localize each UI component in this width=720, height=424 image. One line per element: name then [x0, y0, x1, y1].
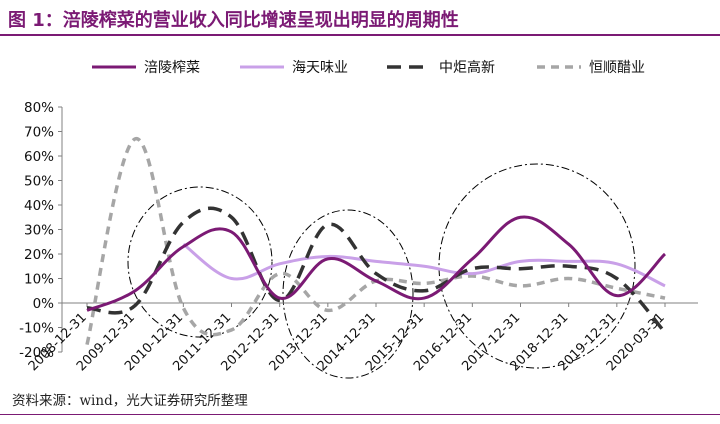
data-point — [375, 260, 378, 263]
data-point — [519, 284, 522, 287]
data-point — [664, 253, 667, 256]
y-tick-label: 80% — [24, 100, 54, 116]
data-point — [471, 267, 474, 270]
data-point — [567, 243, 570, 246]
title-divider — [0, 34, 720, 36]
data-point — [278, 272, 281, 275]
figure-title-bar: 图 1：涪陵榨菜的营业收入同比增速呈现出明显的周期性 — [0, 0, 720, 34]
data-point — [230, 328, 233, 331]
data-point — [230, 216, 233, 219]
data-point — [182, 306, 185, 309]
data-point — [375, 272, 378, 275]
cycle-circle — [438, 163, 636, 369]
data-point — [182, 221, 185, 224]
data-point — [326, 223, 329, 226]
data-point — [230, 277, 233, 280]
y-tick-label: 60% — [24, 149, 54, 165]
data-point — [615, 287, 618, 290]
data-point — [134, 304, 137, 307]
legend-label: 海天味业 — [292, 60, 348, 76]
data-point — [567, 277, 570, 280]
y-tick-label: 40% — [24, 198, 54, 214]
data-point — [326, 309, 329, 312]
data-point — [278, 262, 281, 265]
cycle-circle — [127, 186, 273, 338]
y-tick-label: 70% — [24, 125, 54, 141]
data-point — [471, 257, 474, 260]
data-point — [326, 257, 329, 260]
data-point — [86, 309, 89, 312]
data-point — [230, 230, 233, 233]
zhongju-series-line — [86, 206, 667, 334]
cycle-circle — [282, 209, 414, 379]
y-tick-label: 10% — [24, 272, 54, 288]
y-tick-label: 50% — [24, 174, 54, 190]
data-point — [567, 260, 570, 263]
data-point — [664, 284, 667, 287]
data-point — [278, 297, 281, 300]
data-point — [423, 282, 426, 285]
chart-axes: 80%70%60%50%40%30%20%10%0%-10%-20%2008-1… — [19, 100, 698, 374]
data-point — [664, 331, 667, 334]
data-point — [423, 289, 426, 292]
data-point — [519, 260, 522, 263]
data-point — [664, 297, 667, 300]
footer-divider — [0, 414, 720, 415]
source-note: 资料来源：wind，光大证券研究所整理 — [12, 393, 248, 409]
fuling-series-line — [86, 215, 667, 312]
cycle-annotations — [127, 163, 636, 379]
y-tick-label: 0% — [33, 296, 55, 312]
legend-label: 恒顺醋业 — [589, 60, 645, 76]
y-tick-label: -20% — [19, 345, 54, 361]
legend-label: 中炬高新 — [439, 59, 495, 76]
data-point — [134, 289, 137, 292]
y-tick-label: 30% — [24, 223, 54, 239]
data-point — [519, 267, 522, 270]
data-point — [519, 216, 522, 219]
data-point — [615, 277, 618, 280]
y-tick-label: 20% — [24, 247, 54, 263]
data-point — [423, 265, 426, 268]
data-point — [423, 297, 426, 300]
chart-legend: 涪陵榨菜 海天味业 中炬高新 恒顺醋业 — [92, 59, 645, 76]
data-point — [471, 272, 474, 275]
data-point — [182, 245, 185, 248]
legend-label: 涪陵榨菜 — [144, 59, 200, 76]
data-point — [567, 265, 570, 268]
data-point — [615, 262, 618, 265]
data-point — [375, 279, 378, 282]
growth-line-chart: 涪陵榨菜 海天味业 中炬高新 恒顺醋业 80% 70% 60% 50% 40% 30% 20% 10… — [19, 59, 698, 379]
data-point — [615, 294, 618, 297]
figure-title: 图 1：涪陵榨菜的营业收入同比增速呈现出明显的周期性 — [8, 10, 459, 31]
data-point — [86, 343, 89, 346]
hengshun-series-line — [85, 137, 666, 346]
y-tick-label: -10% — [19, 321, 54, 337]
data-point — [134, 137, 137, 140]
chart-series — [85, 137, 667, 346]
